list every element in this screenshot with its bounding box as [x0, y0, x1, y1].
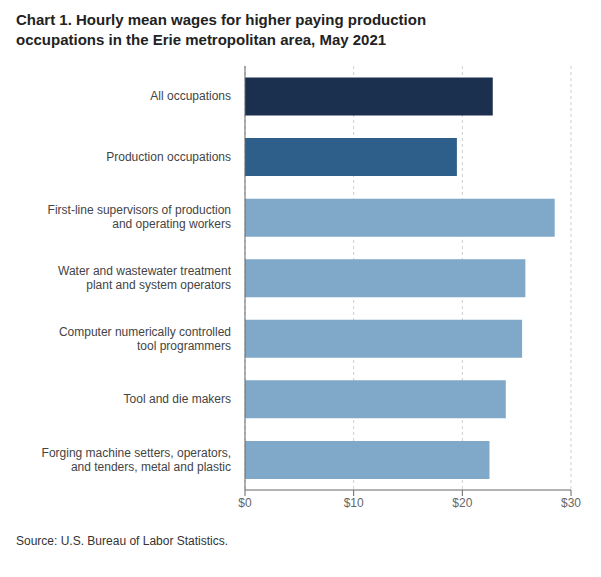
- svg-text:Production occupations: Production occupations: [106, 150, 231, 164]
- svg-text:Tool and die makers: Tool and die makers: [124, 392, 231, 406]
- svg-text:$0: $0: [238, 496, 252, 510]
- svg-text:$30: $30: [561, 496, 581, 510]
- html-text:Source: U.S. Bureau of Labor S: Source: U.S. Bureau of Labor Statistics.: [16, 534, 229, 548]
- svg-text:$10: $10: [344, 496, 364, 510]
- html-text:Chart 1. Hourly mean wages for: Chart 1. Hourly mean wages for higher pa…: [16, 11, 427, 48]
- svg-text:$20: $20: [452, 496, 472, 510]
- svg-text:First-line supervisors of prod: First-line supervisors of productionand …: [48, 203, 231, 231]
- svg-text:Water and wastewater treatment: Water and wastewater treatmentplant and …: [58, 264, 232, 292]
- svg-text:All occupations: All occupations: [150, 89, 231, 103]
- svg-text:Forging machine setters, opera: Forging machine setters, operators,and t…: [42, 446, 231, 474]
- svg-text:Computer numerically controlle: Computer numerically controlledtool prog…: [59, 325, 231, 353]
